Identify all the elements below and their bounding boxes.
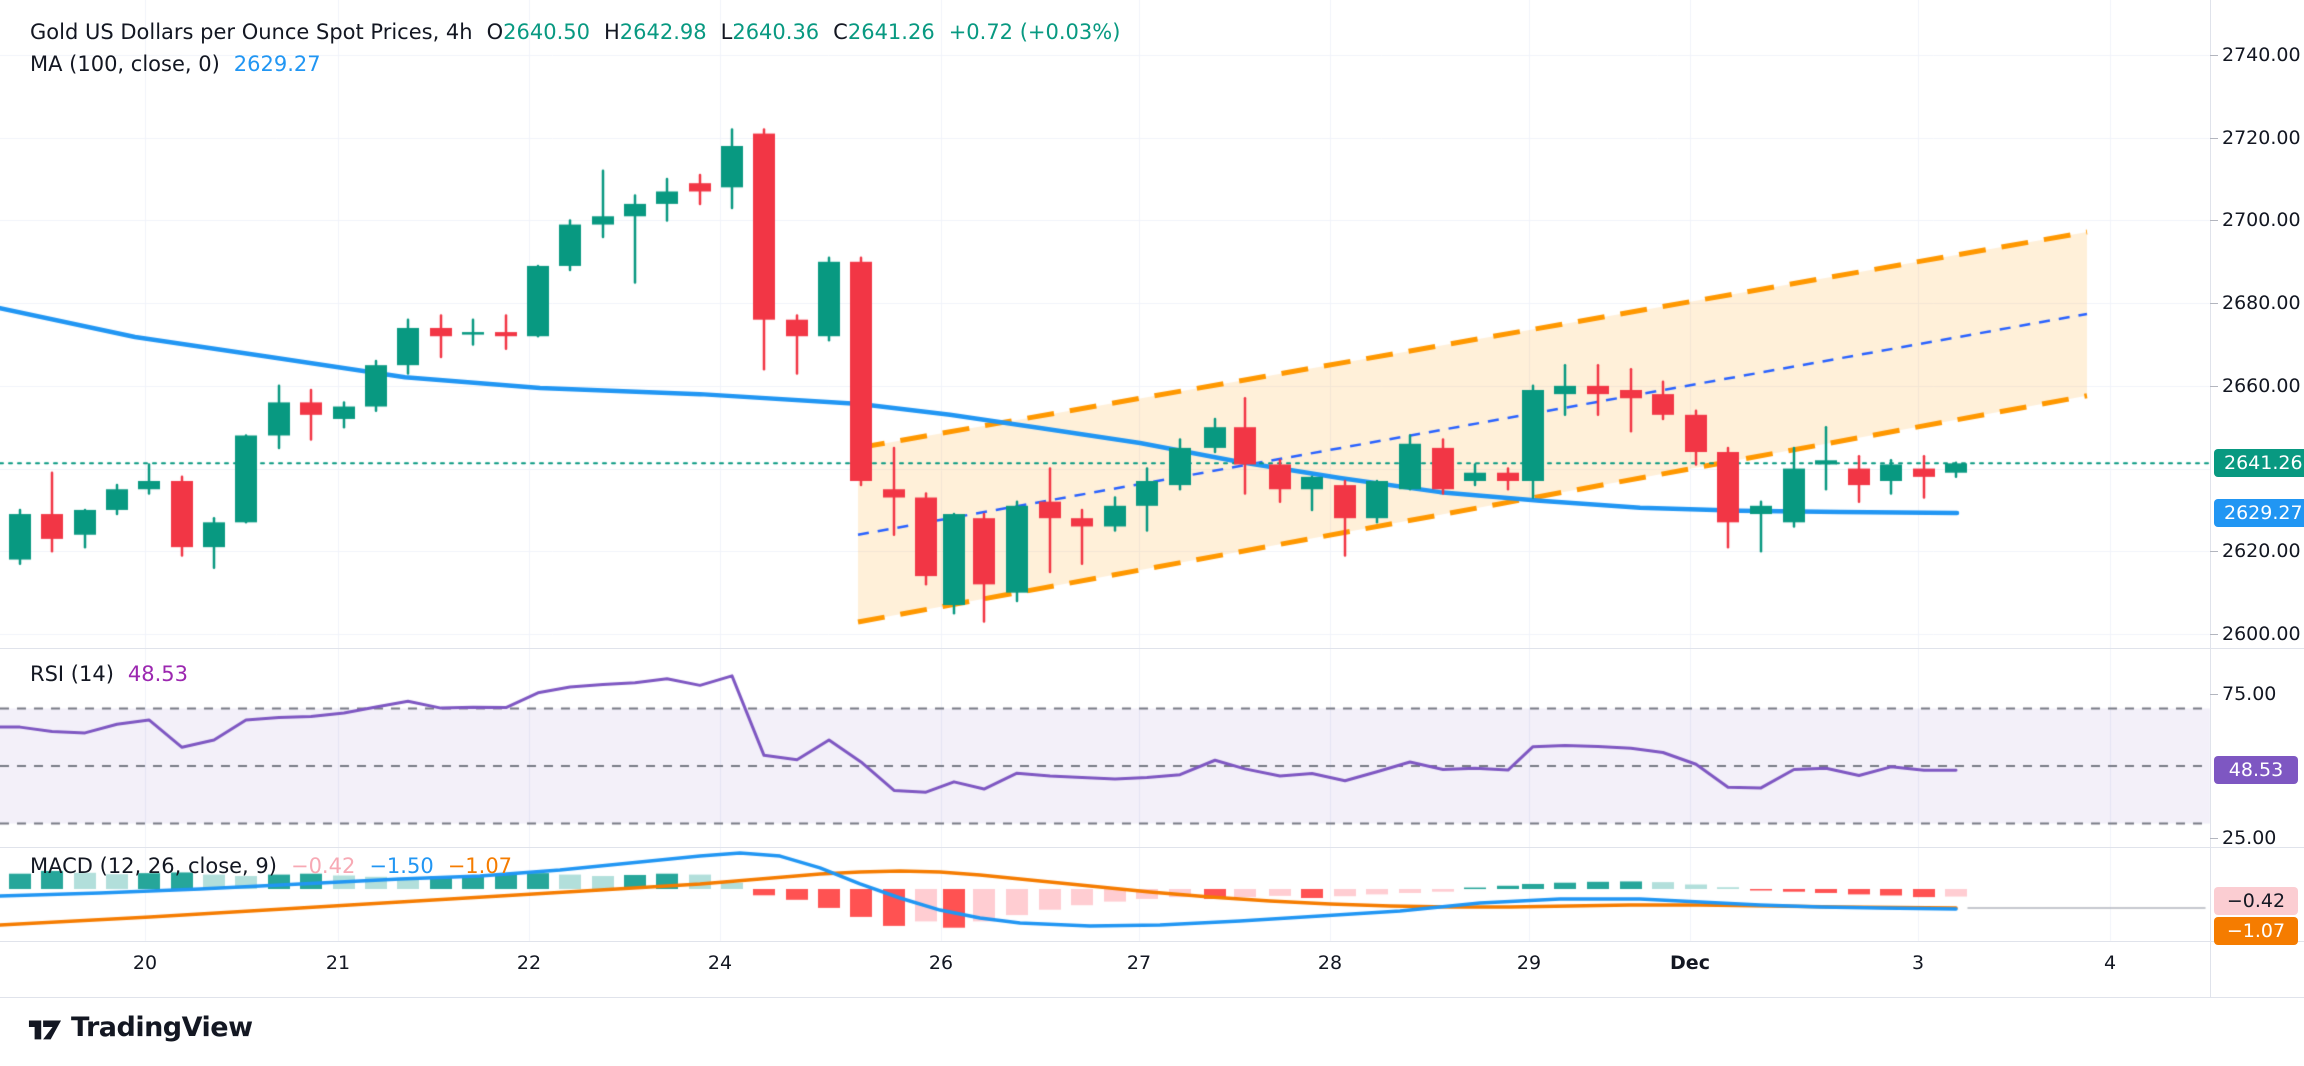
time-axis-label: 20 [132,952,158,974]
price-axis-label: 2600.00 [2210,623,2301,645]
price-axis-label: 2620.00 [2210,540,2301,563]
ohlc-low: L2640.36 [720,20,820,44]
ohlc-open: O2640.50 [486,20,590,44]
macd-label: MACD (12, 26, close, 9) [30,854,277,878]
tradingview-logo-text: TradingView [71,1012,253,1043]
rsi-legend-row[interactable]: RSI (14) 48.53 [30,662,188,686]
time-axis-label: 22 [516,952,542,974]
time-axis-label: 21 [325,952,351,974]
pane-divider-rsi-macd[interactable] [0,847,2304,848]
pane-divider-macd-time [0,941,2304,942]
symbol-legend-row[interactable]: Gold US Dollars per Ounce Spot Prices, 4… [30,20,1120,44]
macd-legend-row[interactable]: MACD (12, 26, close, 9) −0.42 −1.50 −1.0… [30,854,512,878]
macd-line-value: −1.50 [369,854,434,878]
tradingview-logo[interactable]: TradingView [28,1012,253,1043]
time-axis-label: 29 [1516,952,1542,974]
time-axis-label: 24 [707,952,733,974]
change-value: +0.72 (+0.03%) [948,20,1121,44]
price-axis-label: 2660.00 [2210,374,2301,397]
pane-divider-main-rsi[interactable] [0,648,2304,649]
time-axis-label: 4 [2103,952,2117,974]
rsi-axis-label: 25.00 [2209,827,2277,849]
symbol-title: Gold US Dollars per Ounce Spot Prices, 4… [30,20,473,44]
price-axis-label: 2700.00 [2210,209,2301,232]
time-axis-label: 26 [928,952,954,974]
price-axis-label: 2680.00 [2210,292,2301,315]
rsi-label: RSI (14) [30,662,114,686]
macd-signal-value: −1.07 [447,854,513,878]
rsi-axis-label: 75.00 [2209,683,2277,705]
macd-hist-value: −0.42 [290,854,356,878]
time-axis-label: 3 [1911,952,1925,974]
ma-label: MA (100, close, 0) [30,52,220,76]
ohlc-close: C2641.26 [833,20,935,44]
time-axis-label: 28 [1317,952,1343,974]
macd-signal-badge: −1.07 [2214,917,2298,945]
time-axis-label: 27 [1126,952,1152,974]
ma-legend-row[interactable]: MA (100, close, 0) 2629.27 [30,52,321,76]
last-price-badge: 2641.26 [2214,449,2304,478]
rsi-value-badge: 48.53 [2214,756,2298,785]
tradingview-logo-icon [28,1019,62,1039]
chart-bottom-border [0,997,2304,998]
macd-hist-badge: −0.42 [2214,887,2298,915]
time-axis-label: Dec [1670,952,1710,974]
price-axis-label: 2740.00 [2210,44,2301,66]
ma-value: 2629.27 [233,52,321,76]
ma-value-badge: 2629.27 [2214,498,2304,527]
ohlc-high: H2642.98 [603,20,707,44]
price-axis-border [2210,0,2211,997]
rsi-value: 48.53 [127,662,189,686]
price-axis-label: 2720.00 [2210,126,2301,149]
